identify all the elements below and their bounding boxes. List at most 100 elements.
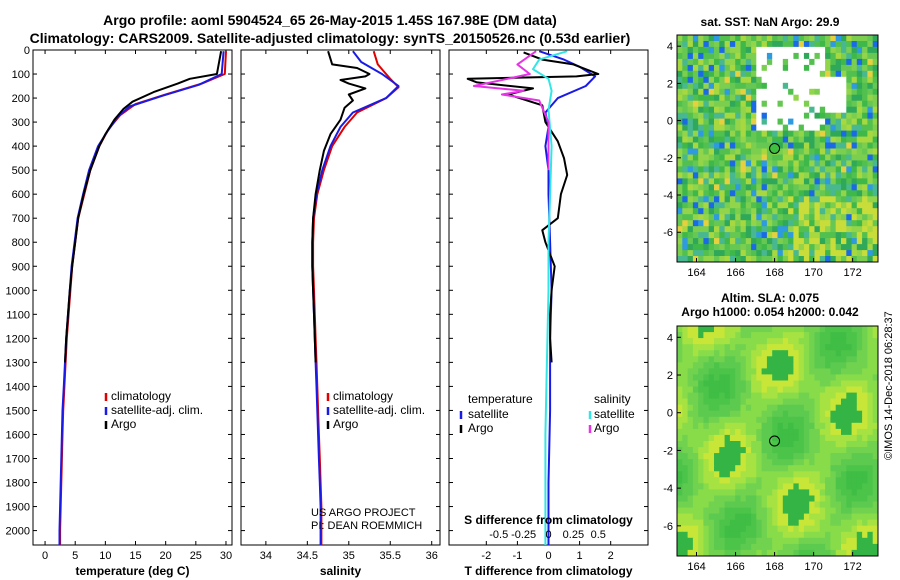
map-cell: [788, 220, 794, 227]
map-cell: [777, 392, 784, 400]
map-cell: [867, 52, 874, 60]
map-cell: [708, 226, 715, 233]
map-cell: [867, 398, 874, 406]
map-cell: [851, 166, 858, 173]
map-cell: [872, 471, 879, 478]
map-cell: [809, 344, 815, 351]
map-cell: [856, 202, 863, 209]
map-cell: [682, 136, 689, 144]
map-cell: [740, 392, 747, 400]
map-cell: [793, 404, 800, 412]
map-cell: [846, 166, 853, 173]
map-cell: [835, 112, 842, 120]
map-cell: [851, 41, 858, 48]
map-cell: [841, 344, 847, 351]
map-cell: [798, 124, 805, 132]
map-cell: [851, 447, 858, 454]
map-cell: [692, 453, 699, 460]
map-cell: [825, 190, 831, 197]
map-cell: [841, 94, 847, 102]
map-cell: [803, 232, 810, 239]
map-cell: [756, 214, 763, 221]
map-cell: [872, 52, 879, 60]
map-cell: [682, 172, 689, 179]
map-cell: [724, 344, 731, 351]
map-cell: [862, 52, 868, 60]
map-cell: [729, 338, 736, 345]
map-cell: [872, 208, 879, 215]
map-cell: [698, 238, 704, 245]
map-cell: [714, 256, 720, 263]
map-cell: [729, 202, 736, 209]
map-cell: [677, 495, 683, 503]
map-cell: [729, 459, 736, 466]
map-cell: [729, 380, 736, 388]
map-cell: [814, 465, 821, 472]
map-cell: [772, 404, 778, 412]
map-cell: [793, 35, 800, 42]
map-cell: [729, 404, 736, 412]
map-cell: [846, 70, 853, 78]
map-cell: [698, 100, 704, 108]
map-cell: [682, 404, 689, 412]
map-cell: [867, 244, 874, 251]
map-cell: [798, 398, 805, 406]
map-cell: [803, 422, 810, 430]
map-cell: [835, 326, 842, 333]
map-cell: [703, 380, 710, 388]
map-cell: [830, 350, 837, 357]
map-cell: [714, 70, 720, 78]
map-cell: [719, 58, 726, 66]
map-cell: [692, 513, 699, 521]
map-cell: [761, 416, 768, 424]
map-cell: [745, 519, 752, 527]
map-cell: [798, 142, 805, 149]
map-cell: [872, 465, 879, 472]
map-cell: [825, 549, 831, 557]
map-cell: [809, 190, 815, 197]
map-cell: [862, 332, 868, 339]
map-cell: [830, 214, 837, 221]
map-cell: [761, 332, 768, 339]
panel-frame-temperature: [32, 49, 233, 546]
map-cell: [729, 124, 736, 132]
map-cell: [698, 525, 704, 533]
map-cell: [740, 154, 747, 161]
map-cell: [814, 148, 821, 155]
map-cell: [698, 112, 704, 120]
map-cell: [751, 416, 757, 424]
map-cell: [782, 94, 789, 102]
map-cell: [692, 356, 699, 363]
map-cell: [782, 356, 789, 363]
map-cell: [793, 178, 800, 185]
map-cell: [846, 88, 853, 96]
map-cell: [724, 380, 731, 388]
map-cell: [798, 112, 805, 120]
map-cell: [703, 112, 710, 120]
map-cell: [830, 386, 837, 394]
map-cell: [814, 368, 821, 375]
map-cell: [756, 519, 763, 527]
map-cell: [761, 368, 768, 375]
map-cell: [772, 190, 778, 197]
map-cell: [766, 35, 773, 42]
map-cell: [745, 124, 752, 132]
map-cell: [751, 519, 757, 527]
map-cell: [756, 46, 763, 54]
map-cell: [788, 513, 794, 521]
map-cell: [735, 88, 741, 96]
map-cell: [772, 416, 778, 424]
map-cell: [692, 130, 699, 138]
map-cell: [703, 190, 710, 197]
map-cell: [729, 190, 736, 197]
map-cell: [777, 398, 784, 406]
map-cell: [682, 148, 689, 155]
map-cell: [788, 232, 794, 239]
map-cell: [856, 374, 863, 381]
map-cell: [682, 374, 689, 381]
map-cell: [751, 130, 757, 138]
map-cell: [735, 368, 741, 375]
map-cell: [772, 380, 778, 388]
map-cell: [745, 148, 752, 155]
map-cell: [793, 531, 800, 539]
